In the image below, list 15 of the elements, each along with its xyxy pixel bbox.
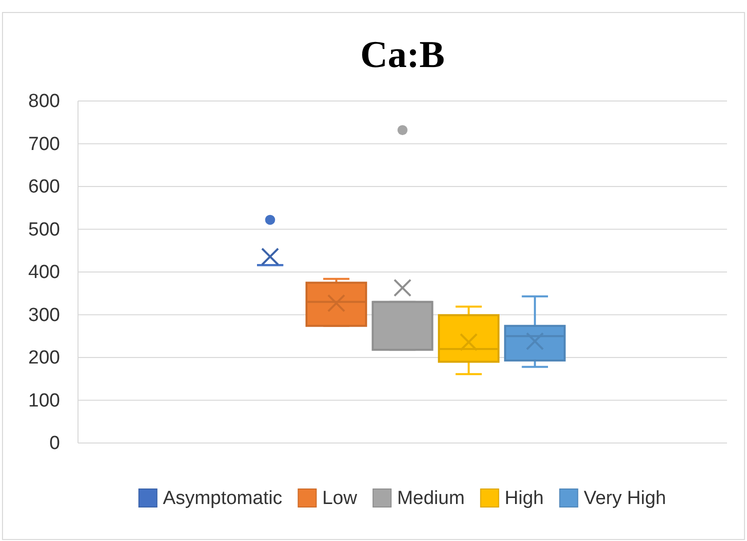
legend-label: Low (322, 488, 358, 509)
y-tick-label: 800 (28, 91, 60, 112)
legend-label: High (504, 488, 544, 509)
chart-title: Ca:B (360, 34, 445, 76)
y-tick-label: 400 (28, 262, 60, 284)
y-tick-label: 100 (28, 390, 60, 412)
y-tick-label: 0 (49, 433, 60, 454)
legend-label: Asymptomatic (162, 488, 282, 509)
y-tick-label: 600 (28, 176, 60, 198)
y-tick-label: 700 (28, 134, 60, 155)
y-tick-label: 200 (28, 348, 60, 369)
legend-label: Very High (584, 488, 666, 509)
y-tick-label: 500 (28, 219, 60, 240)
y-tick-label: 300 (28, 304, 60, 326)
legend-label: Medium (397, 488, 465, 509)
